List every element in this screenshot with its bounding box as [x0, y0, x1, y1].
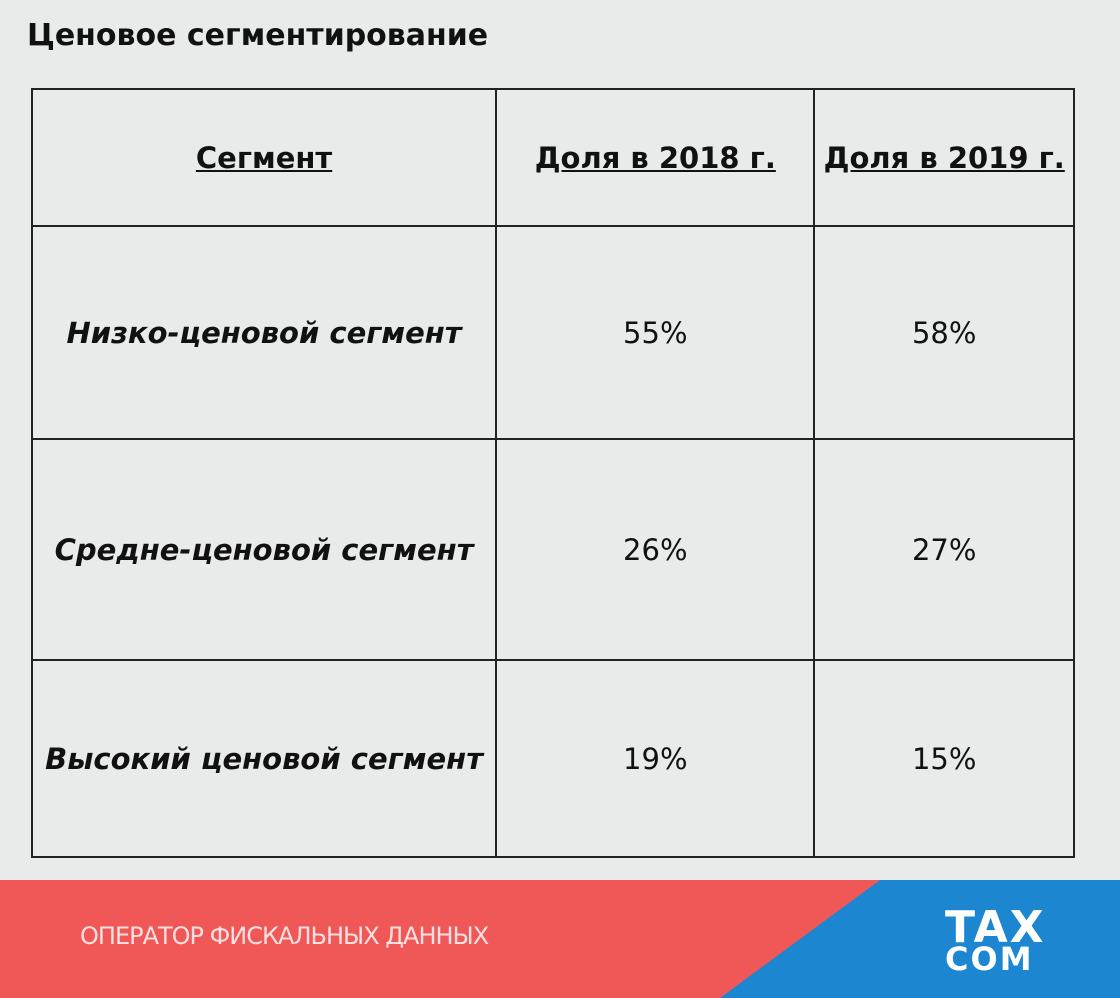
cell: 55%: [495, 225, 816, 440]
cell: 26%: [495, 438, 816, 661]
cell: 27%: [813, 438, 1075, 661]
cell: Низко-ценовой сегмент: [30, 225, 498, 440]
cell: Средне-ценовой сегмент: [30, 438, 498, 661]
footer-band: [0, 880, 1120, 998]
logo-bottom: COM: [945, 940, 1034, 978]
logo-top: TAX: [945, 902, 1046, 953]
row: Низко-ценовой сегмент 55% 58%: [30, 225, 1075, 440]
table: Сегмент Доля в 2018 г. Доля в 2019 г. Ни…: [30, 88, 1075, 858]
column-header: Сегмент: [30, 88, 498, 227]
title: Ценовое сегментирование: [27, 18, 489, 53]
row: Высокий ценовой сегмент 19% 15%: [30, 659, 1075, 858]
cell: Высокий ценовой сегмент: [30, 659, 498, 858]
row: Средне-ценовой сегмент 26% 27%: [30, 438, 1075, 661]
column-header: Доля в 2018 г.: [495, 88, 816, 227]
cell: 58%: [813, 225, 1075, 440]
column-header: Доля в 2019 г.: [813, 88, 1075, 227]
footer-text: ОПЕРАТОР ФИСКАЛЬНЫХ ДАННЫХ: [80, 922, 489, 950]
cell: 19%: [495, 659, 816, 858]
header-row: Сегмент Доля в 2018 г. Доля в 2019 г.: [30, 88, 1075, 227]
cell: 15%: [813, 659, 1075, 858]
